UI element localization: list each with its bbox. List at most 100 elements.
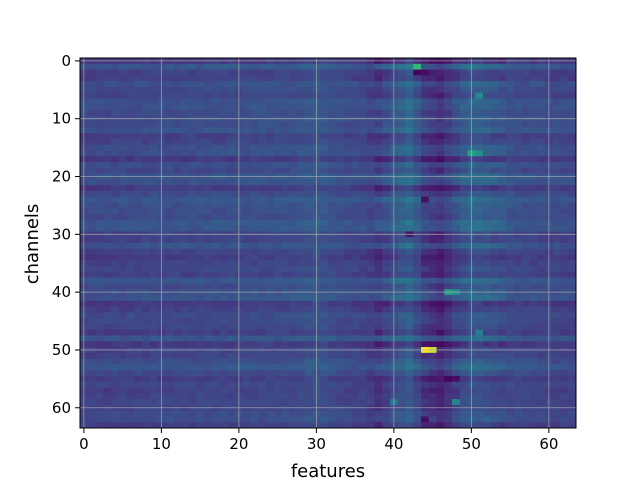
heatmap-cell	[320, 300, 329, 307]
heatmap-cell	[297, 69, 306, 76]
heatmap-cell	[188, 329, 197, 336]
heatmap-cell	[297, 196, 306, 203]
heatmap-cell	[95, 393, 104, 400]
heatmap-cell	[428, 364, 437, 371]
heatmap-cell	[552, 127, 561, 134]
heatmap-cell	[95, 75, 104, 82]
heatmap-cell	[103, 375, 112, 383]
heatmap-cell	[258, 375, 267, 383]
heatmap-cell	[529, 254, 538, 261]
heatmap-cell	[304, 150, 313, 157]
heatmap-cell	[514, 185, 523, 192]
heatmap-cell	[87, 190, 96, 198]
heatmap-cell	[359, 341, 368, 348]
heatmap-cell	[273, 248, 282, 255]
heatmap-cell	[173, 162, 182, 169]
heatmap-cell	[459, 295, 468, 302]
heatmap-cell	[250, 185, 259, 192]
heatmap-cell	[219, 162, 228, 169]
heatmap-cell	[242, 358, 251, 365]
heatmap-cell	[196, 318, 205, 325]
heatmap-cell	[227, 341, 236, 348]
heatmap-cell	[320, 196, 329, 203]
heatmap-cell	[521, 179, 530, 186]
heatmap-cell	[328, 358, 337, 365]
heatmap-cell	[405, 266, 414, 273]
heatmap-cell	[266, 254, 275, 261]
heatmap-cell	[242, 144, 251, 151]
heatmap-cell	[405, 341, 414, 348]
heatmap-cell	[351, 248, 360, 255]
heatmap-cell	[421, 179, 430, 186]
heatmap-cell	[459, 156, 468, 163]
heatmap-cell	[498, 133, 507, 140]
heatmap-cell	[560, 110, 569, 117]
heatmap-cell	[382, 243, 391, 250]
heatmap-cell	[204, 381, 213, 388]
heatmap-cell	[397, 312, 406, 319]
heatmap-cell	[359, 237, 368, 244]
heatmap-cell	[459, 225, 468, 232]
heatmap-cell	[242, 329, 251, 336]
heatmap-cell	[204, 144, 213, 151]
heatmap-cell	[382, 144, 391, 151]
heatmap-cell	[359, 219, 368, 227]
heatmap-cell	[126, 243, 135, 250]
heatmap-cell	[405, 92, 414, 99]
heatmap-cell	[250, 312, 259, 319]
heatmap-cell	[521, 375, 530, 383]
heatmap-cell	[529, 370, 538, 377]
heatmap-cell	[529, 352, 538, 360]
heatmap-cell	[405, 399, 414, 406]
heatmap-cell	[405, 214, 414, 221]
heatmap-cell	[374, 121, 383, 128]
heatmap-cell	[219, 306, 228, 313]
heatmap-cell	[273, 208, 282, 215]
heatmap-cell	[242, 271, 251, 279]
heatmap-cell	[382, 208, 391, 215]
heatmap-cell	[165, 219, 174, 227]
heatmap-cell	[343, 283, 352, 290]
heatmap-cell	[366, 81, 375, 88]
heatmap-cell	[560, 121, 569, 128]
heatmap-cell	[180, 202, 189, 209]
heatmap-cell	[149, 219, 158, 227]
heatmap-cell	[211, 295, 220, 302]
heatmap-cell	[366, 63, 375, 70]
heatmap-cell	[242, 375, 251, 383]
heatmap-cell	[134, 318, 143, 325]
heatmap-cell	[382, 121, 391, 128]
heatmap-cell	[173, 219, 182, 227]
heatmap-cell	[560, 219, 569, 227]
heatmap-cell	[134, 92, 143, 99]
heatmap-cell	[180, 312, 189, 319]
heatmap-cell	[142, 393, 151, 400]
heatmap-cell	[173, 243, 182, 250]
heatmap-cell	[506, 248, 515, 255]
heatmap-cell	[173, 416, 182, 423]
heatmap-cell	[95, 306, 104, 313]
heatmap-cell	[219, 133, 228, 140]
heatmap-cell	[459, 335, 468, 342]
heatmap-cell	[335, 69, 344, 76]
heatmap-cell	[273, 312, 282, 319]
heatmap-cell	[421, 110, 430, 117]
heatmap-cell	[289, 110, 298, 117]
heatmap-cell	[359, 393, 368, 400]
heatmap-cell	[204, 162, 213, 169]
heatmap-cell	[320, 110, 329, 117]
heatmap-cell	[475, 110, 484, 117]
heatmap-cell	[382, 271, 391, 279]
heatmap-cell	[118, 144, 127, 151]
heatmap-cell	[483, 86, 492, 94]
heatmap-cell	[111, 387, 120, 394]
heatmap-cell	[552, 295, 561, 302]
heatmap-cell	[405, 110, 414, 117]
heatmap-cell	[366, 323, 375, 331]
heatmap-cell	[242, 162, 251, 169]
heatmap-cell	[142, 271, 151, 279]
heatmap-cell	[219, 260, 228, 267]
heatmap-cell	[552, 214, 561, 221]
heatmap-cell	[335, 271, 344, 279]
heatmap-cell	[382, 214, 391, 221]
